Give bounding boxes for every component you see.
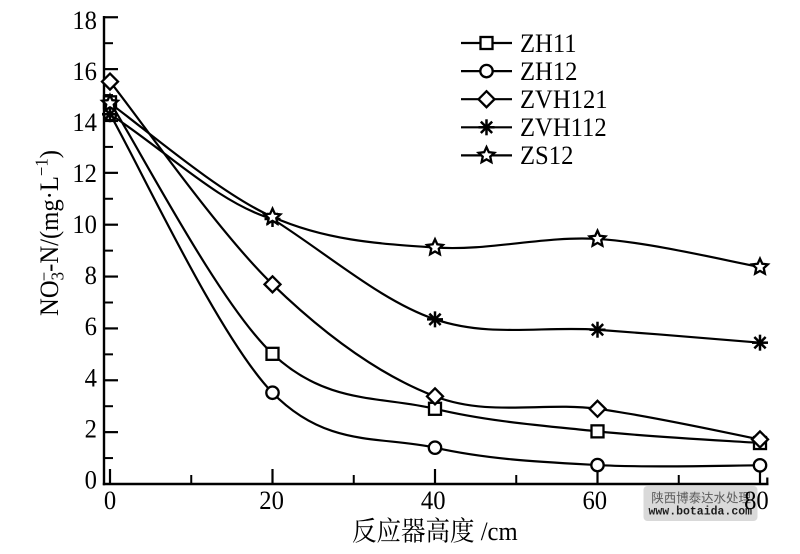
- svg-text:18: 18: [72, 5, 97, 35]
- svg-text:NO3−-N/(mg·L−1): NO3−-N/(mg·L−1): [32, 150, 68, 316]
- svg-text:14: 14: [72, 107, 97, 137]
- svg-text:ZVH112: ZVH112: [520, 112, 607, 142]
- svg-text:ZH12: ZH12: [520, 56, 577, 86]
- svg-text:12: 12: [72, 158, 97, 188]
- svg-text:0: 0: [104, 485, 116, 515]
- svg-text:ZVH121: ZVH121: [520, 84, 608, 114]
- svg-text:0: 0: [85, 464, 97, 494]
- svg-text:2: 2: [85, 413, 97, 443]
- svg-text:10: 10: [72, 209, 97, 239]
- svg-text:ZH11: ZH11: [520, 28, 577, 58]
- svg-text:6: 6: [85, 311, 98, 341]
- svg-text:www.botaida.com: www.botaida.com: [649, 506, 753, 519]
- svg-text:16: 16: [72, 56, 97, 86]
- svg-text:/cm: /cm: [481, 516, 518, 546]
- svg-text:40: 40: [421, 485, 446, 515]
- svg-text:ZS12: ZS12: [520, 140, 573, 170]
- svg-text:20: 20: [259, 485, 284, 515]
- svg-text:60: 60: [582, 485, 607, 515]
- svg-text:80: 80: [744, 485, 769, 515]
- svg-text:4: 4: [85, 362, 98, 392]
- svg-text:8: 8: [85, 260, 97, 290]
